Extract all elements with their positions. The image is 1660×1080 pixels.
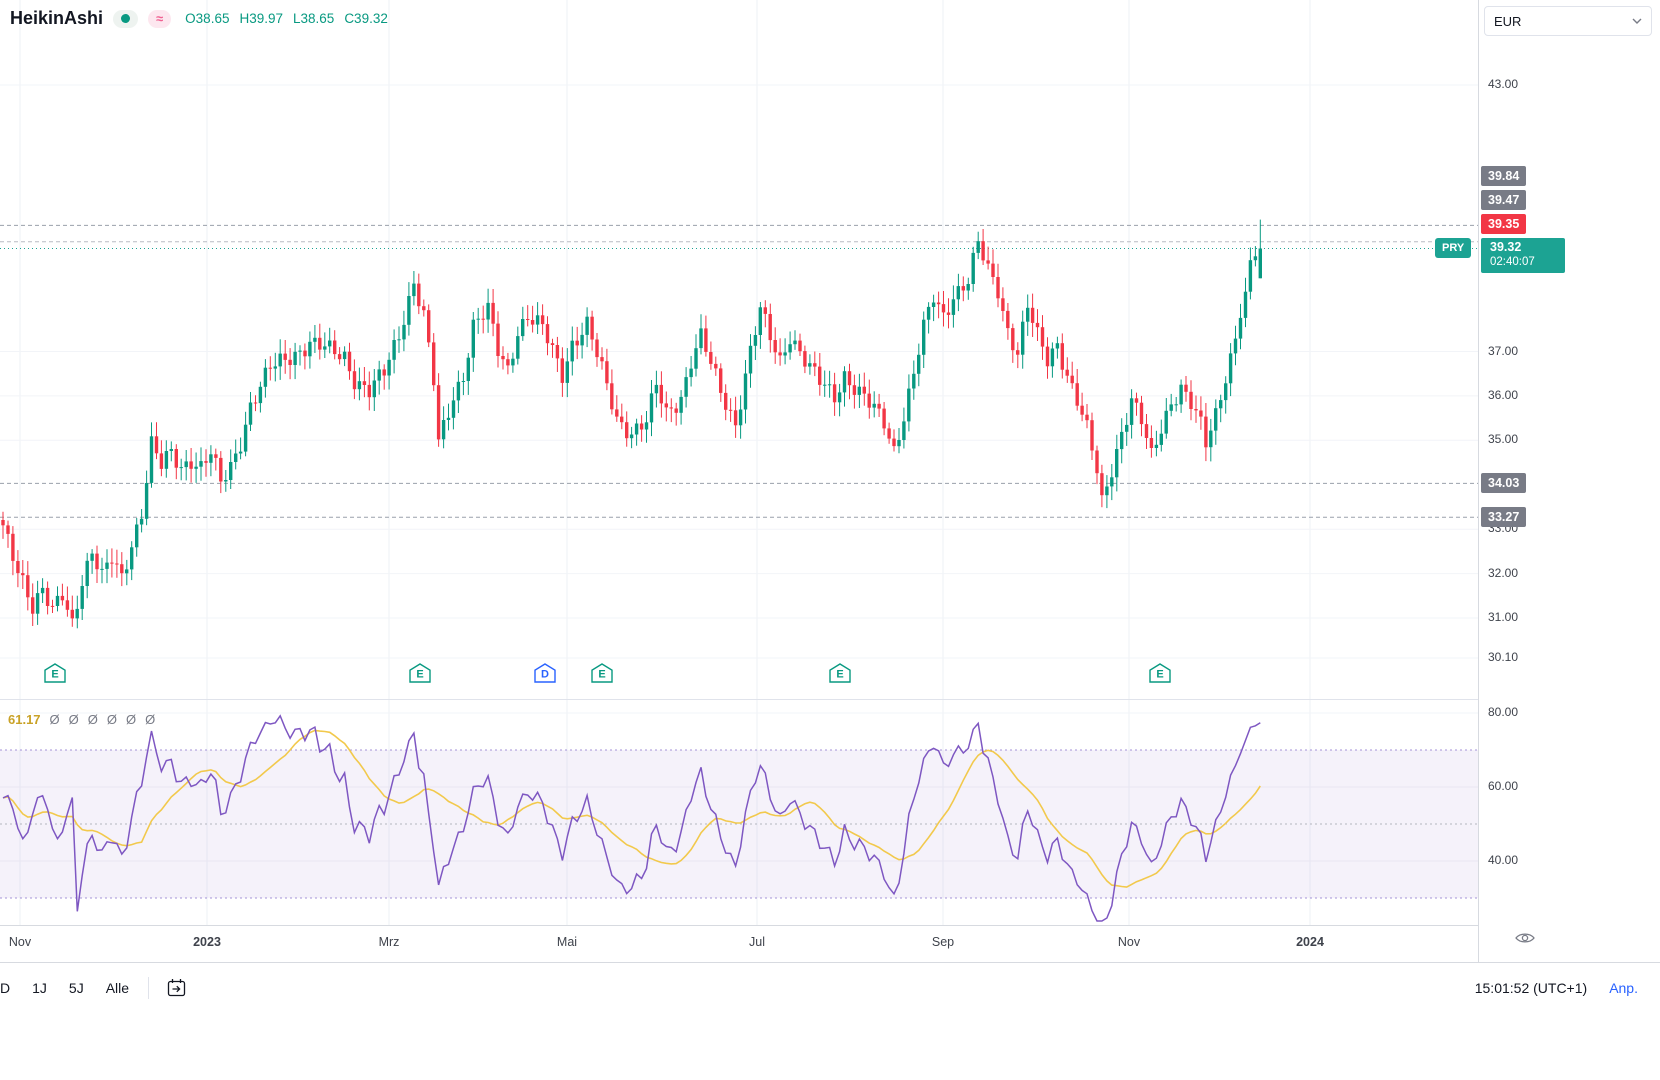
- earnings-marker[interactable]: E: [829, 663, 851, 683]
- high-value: H39.97: [239, 11, 284, 26]
- svg-text:E: E: [1156, 669, 1163, 681]
- svg-text:E: E: [598, 669, 605, 681]
- bottom-toolbar: D 1J 5J Alle 15:01:52 (UTC+1) Anp.: [0, 962, 1660, 1012]
- svg-text:E: E: [836, 669, 843, 681]
- price-label-value: 39.35: [1488, 217, 1520, 231]
- dividend-marker[interactable]: D: [534, 663, 556, 683]
- price-tick-label: 37.00: [1488, 344, 1519, 358]
- rsi-tick-label: 40.00: [1488, 853, 1519, 867]
- rsi-indicator-chart[interactable]: [0, 700, 1478, 925]
- rsi-tick-label: 60.00: [1488, 779, 1519, 793]
- time-axis-label: 2024: [1296, 935, 1324, 949]
- open-value: O38.65: [185, 11, 230, 26]
- price-tick-label: 36.00: [1488, 388, 1519, 402]
- eye-icon[interactable]: [1515, 931, 1535, 945]
- rsi-param-5: Ø: [145, 712, 156, 727]
- price-label-39.84: 39.84: [1481, 166, 1527, 186]
- adjust-button[interactable]: Anp.: [1609, 979, 1638, 996]
- currency-value: EUR: [1494, 13, 1522, 29]
- range-button-5j[interactable]: 5J: [68, 979, 84, 996]
- range-button-alle[interactable]: Alle: [105, 979, 130, 996]
- price-label-33.27: 33.27: [1481, 507, 1527, 527]
- chart-legend: HeikinAshi ≈ O38.65 H39.97 L38.65 C39.32: [10, 8, 388, 29]
- ohlc-readout: O38.65 H39.97 L38.65 C39.32: [185, 11, 388, 26]
- price-label-39.47: 39.47: [1481, 190, 1527, 210]
- price-tick-label: 31.00: [1488, 610, 1519, 624]
- toolbar-divider: [148, 976, 150, 999]
- price-tick-label: 32.00: [1488, 566, 1519, 580]
- time-axis-label: Nov: [1117, 935, 1141, 949]
- price-label-box: 33.27: [1481, 507, 1527, 527]
- rsi-param-4: Ø: [126, 712, 137, 727]
- chart-title: HeikinAshi: [10, 8, 104, 28]
- rsi-param-0: Ø: [49, 712, 60, 727]
- svg-text:E: E: [51, 669, 58, 681]
- rsi-legend: 61.17 Ø Ø Ø Ø Ø Ø: [8, 712, 155, 727]
- price-label-39.35: 39.35: [1481, 214, 1527, 234]
- time-axis-label: Nov: [8, 935, 32, 949]
- main-chart-pane[interactable]: HeikinAshi ≈ O38.65 H39.97 L38.65 C39.32…: [0, 0, 1478, 700]
- price-label-value: 39.32: [1490, 240, 1522, 254]
- heikin-ashi-style-icon[interactable]: [113, 9, 139, 28]
- calendar-icon: [167, 979, 186, 997]
- session-tag: PRY: [1435, 238, 1472, 258]
- svg-text:E: E: [416, 669, 423, 681]
- price-label-box: 39.47: [1481, 190, 1527, 210]
- earnings-marker[interactable]: E: [1149, 663, 1171, 683]
- price-label-box: 39.32 02:40:07: [1481, 238, 1565, 273]
- price-label-box: 39.35: [1481, 214, 1527, 234]
- rsi-param-1: Ø: [68, 712, 79, 727]
- price-tick-label: 35.00: [1488, 432, 1519, 446]
- price-tick-label: 43.00: [1488, 77, 1519, 91]
- price-label-39.32: PRY 39.32 02:40:07: [1435, 238, 1565, 273]
- price-label-value: 39.84: [1488, 169, 1520, 183]
- rsi-value: 61.17: [8, 712, 41, 727]
- price-label-value: 39.47: [1488, 193, 1520, 207]
- pane-separator[interactable]: [0, 699, 1660, 700]
- time-axis-label: Mrz: [378, 935, 400, 949]
- toolbar-right: 15:01:52 (UTC+1) Anp.: [1475, 980, 1638, 996]
- price-label-box: 34.03: [1481, 473, 1527, 493]
- rsi-param-3: Ø: [106, 712, 118, 727]
- range-switcher: D 1J 5J Alle: [0, 963, 196, 1012]
- earnings-marker[interactable]: E: [44, 663, 66, 683]
- earnings-marker[interactable]: E: [409, 663, 431, 683]
- rsi-param-2: Ø: [87, 712, 98, 727]
- session-clock[interactable]: 15:01:52 (UTC+1): [1474, 979, 1588, 996]
- low-value: L38.65: [293, 11, 335, 26]
- svg-text:D: D: [541, 669, 549, 681]
- rsi-tick-label: 80.00: [1488, 705, 1519, 719]
- close-value: C39.32: [344, 11, 388, 26]
- time-axis-label: Mai: [556, 935, 578, 949]
- smoothing-style-icon[interactable]: ≈: [148, 9, 172, 28]
- currency-selector[interactable]: EUR: [1484, 6, 1652, 36]
- earnings-marker[interactable]: E: [591, 663, 613, 683]
- green-dot-icon: [121, 14, 131, 23]
- price-label-value: 34.03: [1488, 476, 1520, 490]
- price-axis[interactable]: EUR 43.00 37.00 36.00 35.00 33.00 32.00 31.00 3…: [1435, 0, 1660, 962]
- price-label-34.03: 34.03: [1481, 473, 1527, 493]
- price-label-value: 33.27: [1488, 510, 1520, 524]
- time-axis-label: 2023: [193, 935, 221, 949]
- price-axis-labels: 39.84 39.47 39.35 PRY 39.32 02:40:07 34.03 33.2…: [1435, 0, 1660, 962]
- price-tick-label: 30.10: [1488, 650, 1519, 664]
- time-axis[interactable]: Nov 2023 Mrz Mai Jul Sep Nov 2024: [0, 925, 1478, 963]
- time-axis-label: Sep: [931, 935, 955, 949]
- go-to-date-button[interactable]: [157, 978, 196, 997]
- rsi-pane[interactable]: 61.17 Ø Ø Ø Ø Ø Ø: [0, 700, 1478, 925]
- candle-countdown: 02:40:07: [1490, 256, 1535, 268]
- range-button-1j[interactable]: 1J: [32, 979, 47, 996]
- range-button-d[interactable]: D: [0, 979, 11, 996]
- time-axis-label: Jul: [749, 935, 765, 949]
- chevron-down-icon: [1632, 18, 1642, 24]
- main-price-chart[interactable]: [0, 0, 1478, 700]
- price-label-box: 39.84: [1481, 166, 1527, 186]
